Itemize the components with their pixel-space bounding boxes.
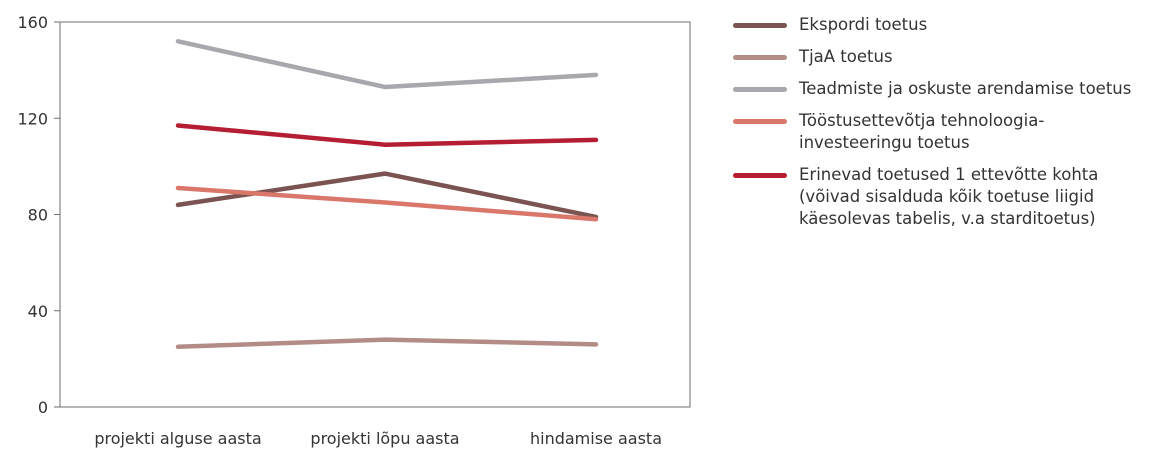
legend-swatch [733, 173, 787, 178]
legend-swatch [733, 119, 787, 124]
legend-label: Teadmiste ja oskuste arendamise toetus [799, 79, 1132, 98]
x-tick-label: projekti alguse aasta [94, 429, 261, 448]
y-tick-label: 160 [17, 13, 48, 32]
series-lines [175, 39, 599, 350]
legend-item: Teadmiste ja oskuste arendamise toetus [733, 78, 1143, 100]
series-line [175, 185, 599, 222]
y-tick-label: 40 [28, 302, 48, 321]
y-tick-label: 80 [28, 206, 48, 225]
x-tick-label: projekti lõpu aasta [310, 429, 459, 448]
series-line [175, 337, 599, 350]
legend: Ekspordi toetus TjaA toetus Teadmiste ja… [733, 14, 1143, 240]
y-axis: 0 40 80 120 160 [17, 13, 60, 417]
series-line [175, 171, 599, 220]
plot-frame [59, 21, 691, 408]
series-line [175, 123, 599, 147]
legend-label: TjaA toetus [799, 47, 893, 66]
legend-swatch [733, 55, 787, 60]
legend-swatch [733, 23, 787, 28]
legend-item: Erinevad toetused 1 ettevõtte kohta (või… [733, 164, 1143, 230]
legend-swatch [733, 87, 787, 92]
series-line [175, 39, 599, 90]
legend-item: Ekspordi toetus [733, 14, 1143, 36]
x-tick-label: hindamise aasta [530, 429, 662, 448]
y-tick-label: 0 [38, 398, 48, 417]
legend-label: Erinevad toetused 1 ettevõtte kohta (või… [799, 165, 1099, 228]
x-axis: projekti alguse aasta projekti lõpu aasta… [94, 429, 662, 448]
legend-label: Tööstusettevõtja tehnoloogia-investeerin… [799, 111, 1045, 152]
legend-item: TjaA toetus [733, 46, 1143, 68]
legend-item: Tööstusettevõtja tehnoloogia-investeerin… [733, 110, 1143, 154]
y-tick-label: 120 [17, 109, 48, 128]
legend-label: Ekspordi toetus [799, 15, 928, 34]
